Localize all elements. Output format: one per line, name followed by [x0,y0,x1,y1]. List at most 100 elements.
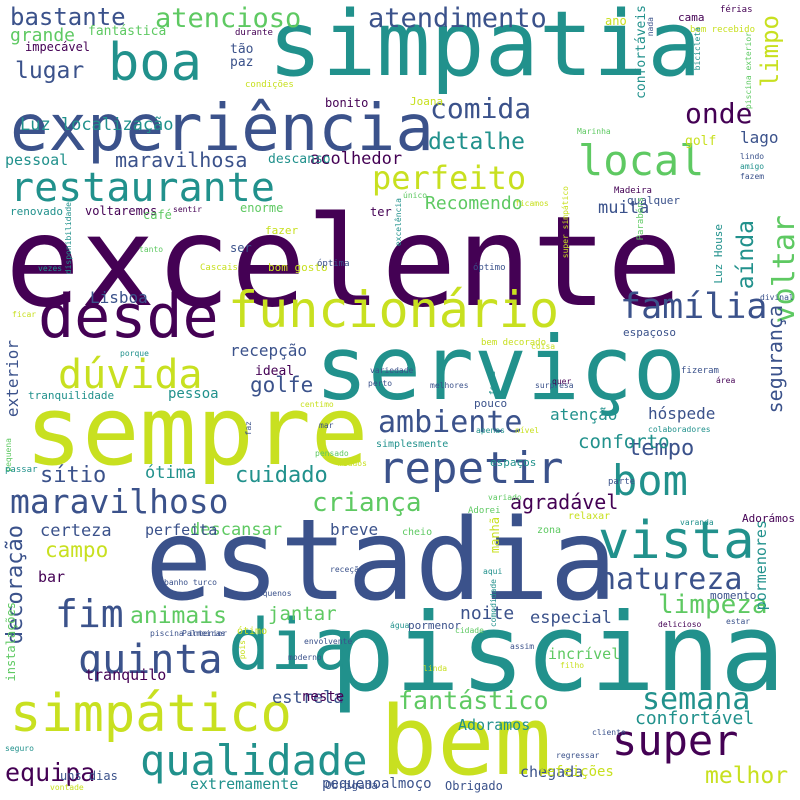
word-melhor: melhor [705,763,789,789]
word-excelente: excelente [5,190,683,335]
word-pormenor: pormenor [408,619,461,632]
word-estrela: estrela [272,688,344,708]
word-faz: faz [244,421,253,436]
word-ambiente: ambiente [378,405,523,440]
word-atencioso: atencioso [155,3,302,34]
word-incrivel: incrível [548,645,621,663]
word-coisa: coisa [531,342,556,351]
word-tranquilo: tranquilo [85,666,167,684]
word-linda: linda [423,664,448,673]
word-lisboa: Lisboa [90,288,148,307]
word-neste: neste [302,689,345,705]
word-enorme: enorme [240,201,284,215]
word-ter: ter [370,205,392,219]
word-servico: serviço [315,317,686,420]
word-vezes: vezes [38,264,63,273]
word-campo: campo [45,538,109,562]
word-manha: manhã [488,517,502,554]
word-chegada: chegada [520,763,584,781]
word-adorei: Adorei [468,506,501,516]
word-repetir: repetir [378,443,564,494]
word-perfeita: perfeita [145,521,218,539]
word-funcionario: funcionário [228,281,560,339]
word-maravilhoso: maravilhoso [10,482,229,521]
word-boa: boa [108,33,202,93]
word-piscina: piscina [330,591,786,716]
word-super-simpatico: super simpático [561,186,570,259]
word-cliente: cliente [592,728,626,737]
word-filho: filho [560,661,585,670]
word-seguro: seguro [5,744,34,753]
word-estadia: estadia [145,496,618,626]
word-breve: breve [330,520,379,539]
word-amigo: amigo [740,162,765,171]
word-porque: porque [120,349,149,358]
word-excelencia: excelência [394,198,403,247]
word-cidade: cidade [455,626,484,635]
word-pequenoalmoco: pequenoalmoço [322,776,432,792]
word-unico: único [403,191,428,200]
word-instalacoes: instalações [4,602,18,682]
word-onde: onde [685,97,753,130]
word-parte: parte [608,477,636,487]
word-mar: mar [319,421,334,430]
word-assim: assim [510,642,535,651]
word-lugar: lugar [15,58,85,84]
word-acolhedor: acolhedor [310,149,403,169]
word-pensado: pensado [315,449,349,458]
word-luz-house: Luz House [712,224,725,284]
word-momento: momento [710,589,757,602]
word-obrigada: Obrigada [325,779,378,792]
word-banho-turco: banho turco [164,578,217,587]
word-atendimento: atendimento [368,3,547,34]
word-experiencia: experiência [10,92,434,166]
word-piscina-interior: piscina interior [150,629,228,638]
word-confortavel: confortável [635,708,755,729]
word-centimo: centimo [300,400,334,409]
word-fantastico: fantástico [398,686,549,715]
word-extremamente: extremamente [190,775,299,793]
word-dia: dia [228,604,355,686]
word-bar: bar [38,568,66,586]
word-madeira: Madeira [614,186,652,196]
word-nivel: nível [515,426,540,435]
word-obrigado: Obrigado [445,779,503,793]
word-cafe: café [143,208,172,222]
word-detalhe: detalhe [428,129,525,155]
word-simpatia: simpatia [268,0,702,97]
word-fim: fim [55,592,124,636]
word-uns-dias: uns dias [60,769,118,783]
word-pequenos: pequenos [253,589,292,598]
word-optimo: óptimo [473,263,506,273]
word-surpresa: surpresa [535,381,574,390]
word-disponibilidade: disponibilidade [64,202,73,275]
word-conforto: conforto [578,431,670,453]
word-bom: bom [612,456,688,505]
word-tranquilidade: tranquilidade [28,389,115,402]
word-impecavel: impecável [25,40,91,54]
word-renovado: renovado [10,205,63,218]
word-variado: variado [488,493,522,502]
word-animais: animais [130,603,227,629]
word-rececao: receção [330,565,364,574]
word-moderno: moderno [288,653,322,662]
word-ideal: ideal [255,364,295,379]
word-comodidade: comodidade [489,579,498,628]
word-estar: estar [726,617,751,626]
word-limpeza: limpeza [658,590,768,620]
word-otima: ótima [145,463,197,483]
word-passar: passar [5,465,38,475]
word-crianca: criança [312,488,422,518]
word-maravilhosa: maravilhosa [115,148,248,172]
word-qualquer: qualquer [627,194,680,207]
word-natureza: natureza [598,562,743,597]
word-bastante: bastante [10,3,126,31]
word-varanda: varanda [680,518,714,527]
word-equipa: equipa [5,758,96,787]
word-bem-decorado: bem decorado [481,338,547,348]
word-adoramos: Adoramos [458,716,531,734]
word-restaurante: restaurante [10,165,275,211]
word-cascais: Cascais [200,263,238,273]
word-bicicleta: bicicleta [693,27,702,71]
